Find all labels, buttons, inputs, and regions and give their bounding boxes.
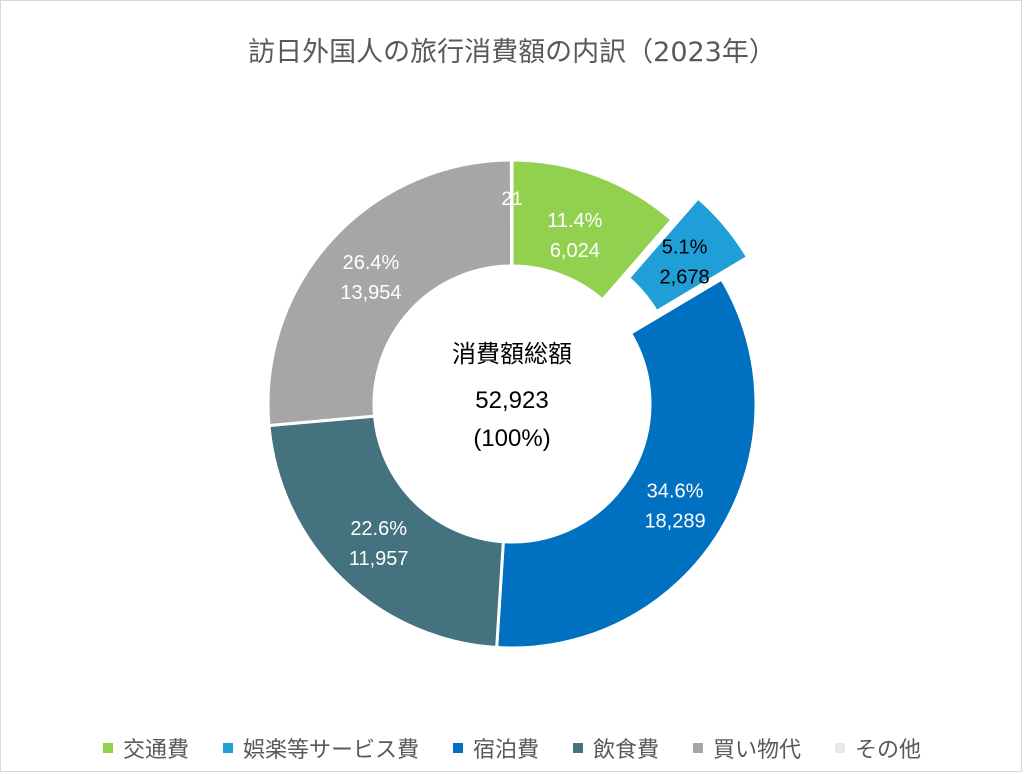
slice-accommodation — [495, 276, 758, 650]
chart-legend: 交通費 娯楽等サービス費 宿泊費 飲食費 買い物代 その他 — [0, 732, 1024, 764]
legend-swatch — [835, 743, 846, 753]
slice-value-label: 11,957 — [349, 548, 409, 570]
legend-swatch — [222, 743, 233, 753]
center-title: 消費額総額 — [452, 340, 572, 368]
legend-label: 買い物代 — [713, 738, 802, 763]
legend-label: 飲食費 — [593, 738, 660, 763]
center-percent: (100%) — [473, 425, 550, 452]
center-total: 52,923 — [475, 387, 548, 414]
legend-item-other: その他 — [835, 732, 921, 764]
legend-label: 交通費 — [122, 738, 189, 763]
slice-shopping — [266, 158, 514, 428]
slice-percent-label: 26.4% — [343, 252, 400, 274]
legend-item-shopping: 買い物代 — [693, 732, 801, 764]
slice-value-label: 2,678 — [660, 267, 710, 289]
slice-value-label: 13,954 — [340, 282, 401, 304]
slice-value-label: 21 — [501, 189, 522, 210]
legend-item-accommodation: 宿泊費 — [452, 732, 539, 764]
slice-food — [267, 414, 505, 650]
legend-swatch — [693, 743, 704, 753]
legend-item-transport: 交通費 — [102, 732, 189, 764]
slice-value-label: 18,289 — [644, 511, 705, 533]
legend-label: 娯楽等サービス費 — [242, 738, 419, 763]
legend-label: その他 — [855, 738, 922, 763]
slice-other — [509, 158, 514, 268]
slice-percent-label: 34.6% — [647, 481, 704, 503]
legend-swatch — [102, 743, 113, 753]
legend-label: 宿泊費 — [472, 738, 539, 763]
legend-swatch — [452, 743, 463, 753]
slice-percent-label: 11.4% — [547, 210, 602, 232]
slice-percent-label: 22.6% — [350, 518, 407, 540]
legend-item-entertainment: 娯楽等サービス費 — [222, 732, 419, 764]
legend-item-food: 飲食費 — [573, 732, 659, 764]
chart-title: 訪日外国人の旅行消費額の内訳（2023年） — [248, 37, 776, 68]
slice-percent-label: 5.1% — [662, 237, 708, 259]
slice-transport — [510, 158, 675, 302]
slice-entertainment — [626, 195, 750, 314]
slice-value-label: 6,024 — [550, 240, 600, 262]
legend-swatch — [573, 743, 583, 753]
